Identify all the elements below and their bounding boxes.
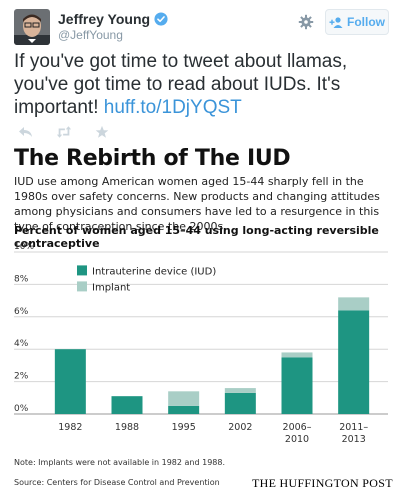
legend-swatch bbox=[77, 265, 87, 276]
reply-icon[interactable] bbox=[18, 125, 34, 139]
display-name-text[interactable]: Jeffrey Young bbox=[58, 11, 151, 27]
bar-iud bbox=[54, 349, 86, 414]
favorite-star-icon[interactable] bbox=[94, 125, 110, 139]
brand-logo: THE HUFFINGTON POST bbox=[252, 476, 393, 490]
bar-iud bbox=[338, 310, 370, 414]
x-tick-label: 2002 bbox=[228, 422, 252, 433]
y-tick-label: 10% bbox=[14, 242, 34, 252]
chart-note: Note: Implants were not available in 198… bbox=[14, 458, 226, 467]
x-tick-label: 1982 bbox=[58, 422, 82, 433]
bar-iud bbox=[111, 396, 143, 414]
user-handle[interactable]: @JeffYoung bbox=[58, 28, 123, 42]
legend-label: Intrauterine device (IUD) bbox=[92, 266, 216, 277]
x-tick-label: 1988 bbox=[115, 422, 139, 433]
y-tick-label: 4% bbox=[14, 339, 29, 349]
x-tick-label: 2006– bbox=[283, 422, 312, 433]
chart-source: Source: Centers for Disease Control and … bbox=[14, 478, 220, 487]
bar-implant bbox=[281, 352, 313, 358]
x-tick-label: 2013 bbox=[342, 434, 366, 445]
follow-button[interactable]: Follow bbox=[325, 9, 389, 35]
gear-icon[interactable] bbox=[298, 14, 314, 30]
x-tick-label: 2010 bbox=[285, 434, 309, 445]
tweet-text: If you've got time to tweet about llamas… bbox=[14, 50, 399, 119]
follow-person-icon bbox=[329, 16, 343, 28]
x-tick-label: 1995 bbox=[172, 422, 196, 433]
bar-chart: 0% 2% 4% 6% 8% 10% 1982 1988 1995 2002 2006–2010 20… bbox=[14, 242, 388, 445]
bar-implant bbox=[338, 297, 370, 311]
y-tick-label: 8% bbox=[14, 274, 29, 284]
x-tick-label: 2011– bbox=[339, 422, 368, 433]
bar-implant bbox=[224, 388, 256, 393]
chart-heading: Percent of women aged 15–44 using long-a… bbox=[14, 224, 379, 250]
retweet-icon[interactable] bbox=[56, 125, 72, 139]
bar-iud bbox=[168, 405, 200, 414]
follow-button-label: Follow bbox=[347, 15, 385, 29]
tweet-text-body: If you've got time to tweet about llamas… bbox=[14, 51, 348, 118]
infographic-title: The Rebirth of The IUD bbox=[14, 146, 291, 171]
display-name[interactable]: Jeffrey Young bbox=[58, 11, 168, 27]
avatar[interactable] bbox=[14, 9, 50, 45]
bar-implant bbox=[168, 391, 200, 406]
y-tick-label: 6% bbox=[14, 307, 29, 317]
y-tick-label: 0% bbox=[14, 404, 29, 414]
infographic-description: IUD use among American women aged 15-44 … bbox=[14, 175, 380, 233]
verified-badge-icon bbox=[154, 12, 168, 26]
tweet-link[interactable]: huff.to/1DjYQST bbox=[103, 97, 242, 118]
bar-iud bbox=[281, 357, 313, 414]
legend-label: Implant bbox=[92, 282, 130, 293]
tweet-actions bbox=[18, 125, 132, 139]
y-tick-label: 2% bbox=[14, 372, 29, 382]
legend-swatch bbox=[77, 281, 87, 292]
bar-iud bbox=[224, 392, 256, 414]
